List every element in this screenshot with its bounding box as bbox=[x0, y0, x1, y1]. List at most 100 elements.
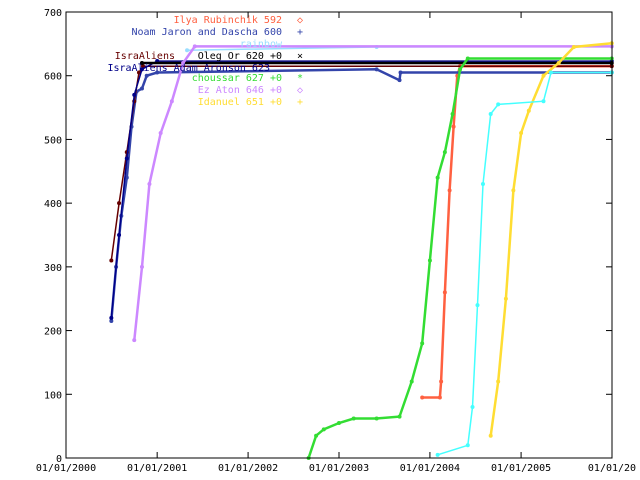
data-point bbox=[519, 131, 524, 136]
data-point bbox=[117, 201, 122, 206]
data-point bbox=[132, 92, 137, 97]
legend-marker: ◇ bbox=[297, 85, 303, 96]
data-point bbox=[158, 131, 163, 136]
x-tick-label: 01/01/2005 bbox=[491, 463, 551, 474]
y-tick-label: 500 bbox=[44, 135, 62, 146]
data-point bbox=[496, 379, 501, 384]
legend-label: rainbow bbox=[240, 39, 283, 50]
data-point bbox=[541, 73, 546, 78]
data-point bbox=[397, 78, 402, 83]
legend-label: Ez Aton 646 +0 bbox=[198, 85, 282, 96]
data-point bbox=[465, 56, 470, 61]
data-point bbox=[480, 182, 485, 187]
data-point bbox=[541, 99, 546, 104]
series-layer bbox=[109, 41, 614, 460]
data-point bbox=[439, 379, 444, 384]
x-tick-label: 01/01/2003 bbox=[309, 463, 369, 474]
y-tick-label: 600 bbox=[44, 72, 62, 83]
data-point bbox=[548, 70, 553, 75]
data-point bbox=[397, 414, 402, 419]
data-point bbox=[526, 108, 531, 113]
data-point bbox=[192, 44, 197, 49]
data-point bbox=[470, 405, 475, 410]
series-line bbox=[307, 57, 612, 459]
data-point bbox=[398, 70, 403, 75]
x-tick-label: 01/01/2001 bbox=[127, 463, 187, 474]
data-point bbox=[169, 99, 174, 104]
data-point bbox=[374, 67, 379, 72]
data-point bbox=[427, 258, 432, 263]
data-point bbox=[496, 102, 501, 107]
series-line bbox=[133, 45, 612, 341]
legend-marker: + bbox=[297, 27, 303, 38]
data-point bbox=[139, 60, 144, 65]
data-point bbox=[139, 264, 144, 269]
data-point bbox=[451, 124, 456, 129]
legend-label: Ilya Rubinchik 592 bbox=[174, 15, 282, 26]
data-point bbox=[155, 70, 160, 75]
data-point bbox=[337, 420, 341, 425]
series-line bbox=[437, 71, 612, 456]
x-tick-label: 01/01/2002 bbox=[218, 463, 278, 474]
data-point bbox=[571, 45, 576, 50]
data-point bbox=[511, 188, 516, 193]
y-tick-label: 700 bbox=[44, 8, 62, 19]
data-point bbox=[144, 73, 149, 78]
y-tick-label: 100 bbox=[44, 390, 62, 401]
data-point bbox=[458, 67, 463, 72]
data-point bbox=[465, 443, 470, 448]
data-point bbox=[442, 150, 447, 155]
data-point bbox=[420, 341, 425, 346]
data-point bbox=[185, 48, 190, 53]
x-tick-label: 01/01/20 bbox=[588, 463, 636, 474]
data-point bbox=[475, 303, 480, 308]
series-line bbox=[489, 41, 612, 436]
data-point bbox=[124, 156, 129, 161]
y-tick-label: 400 bbox=[44, 199, 62, 210]
x-tick-label: 01/01/2000 bbox=[36, 463, 96, 474]
legend-label: IsraAliens bbox=[115, 51, 175, 62]
data-point bbox=[437, 395, 442, 400]
legend-label: choussar 627 +0 bbox=[192, 73, 282, 84]
data-point bbox=[147, 182, 152, 187]
data-point bbox=[109, 258, 114, 263]
data-point bbox=[442, 290, 447, 295]
data-point bbox=[124, 175, 129, 180]
x-tick-label: 01/01/2004 bbox=[400, 463, 460, 474]
y-tick-label: 0 bbox=[56, 454, 62, 465]
data-point bbox=[321, 427, 326, 432]
data-point bbox=[435, 175, 440, 180]
data-point bbox=[132, 338, 137, 343]
data-point bbox=[181, 60, 186, 65]
axes-layer: 0 100 200 300 400 500 600 700 01/01/2000 01/01/20… bbox=[36, 8, 636, 474]
data-point bbox=[556, 60, 561, 65]
series-5 bbox=[139, 60, 614, 65]
y-tick-label: 300 bbox=[44, 263, 62, 274]
legend-label: IsraAliens Adam Aronson 623 bbox=[107, 63, 270, 74]
legend-marker: * bbox=[297, 73, 303, 84]
series-7 bbox=[132, 44, 614, 343]
data-point bbox=[450, 111, 455, 116]
legend-label: Noam Jaron and Dascha 600 bbox=[131, 27, 282, 38]
data-point bbox=[435, 452, 440, 457]
series-6 bbox=[306, 56, 614, 460]
data-point bbox=[351, 416, 356, 421]
data-point bbox=[117, 233, 122, 237]
data-point bbox=[447, 188, 452, 193]
legend: Ilya Rubinchik 592 ◇ Noam Jaron and Dascha… bbox=[107, 15, 303, 108]
data-point bbox=[140, 64, 145, 69]
data-point bbox=[488, 111, 493, 116]
data-point bbox=[314, 433, 319, 438]
legend-label: Idanuel 651 +0 bbox=[198, 97, 282, 108]
data-point bbox=[139, 86, 144, 91]
data-point bbox=[409, 379, 414, 384]
series-9 bbox=[435, 70, 614, 457]
data-point bbox=[420, 395, 425, 400]
legend-marker: ◇ bbox=[297, 15, 303, 26]
legend-label: Oleg Or 620 +0 bbox=[198, 51, 282, 62]
data-point bbox=[503, 296, 508, 301]
y-tick-label: 200 bbox=[44, 327, 62, 338]
data-point bbox=[139, 67, 144, 72]
